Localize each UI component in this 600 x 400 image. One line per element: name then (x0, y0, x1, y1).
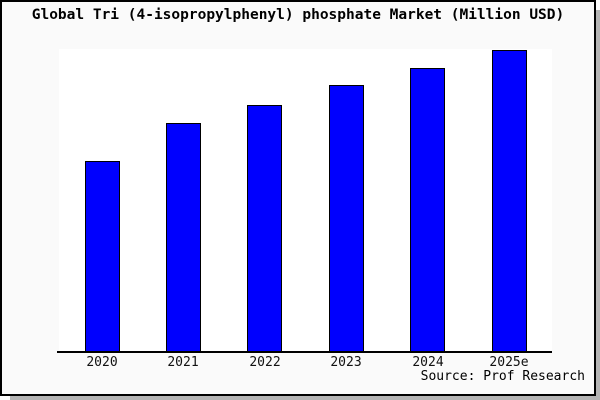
x-tick-label-2024: 2024 (412, 355, 444, 370)
source-credit: Source: Prof Research (420, 369, 585, 384)
x-tick-label-2023: 2023 (330, 355, 362, 370)
x-tick-label-2025e: 2025e (489, 355, 529, 370)
frame-shadow-bottom (10, 396, 596, 400)
bar-2022 (247, 105, 282, 352)
x-tick-label-2020: 2020 (86, 355, 118, 370)
x-tick-label-2022: 2022 (249, 355, 281, 370)
bar-2020 (85, 161, 120, 352)
x-tick-label-2021: 2021 (167, 355, 199, 370)
bar-2021 (166, 123, 201, 352)
bar-2025e (492, 50, 527, 352)
x-axis-line (57, 351, 552, 353)
bar-2024 (410, 68, 445, 352)
plot-area (59, 49, 552, 352)
bar-2023 (329, 85, 364, 352)
frame-shadow-right (596, 10, 600, 400)
chart-title: Global Tri (4-isopropylphenyl) phosphate… (31, 7, 565, 23)
